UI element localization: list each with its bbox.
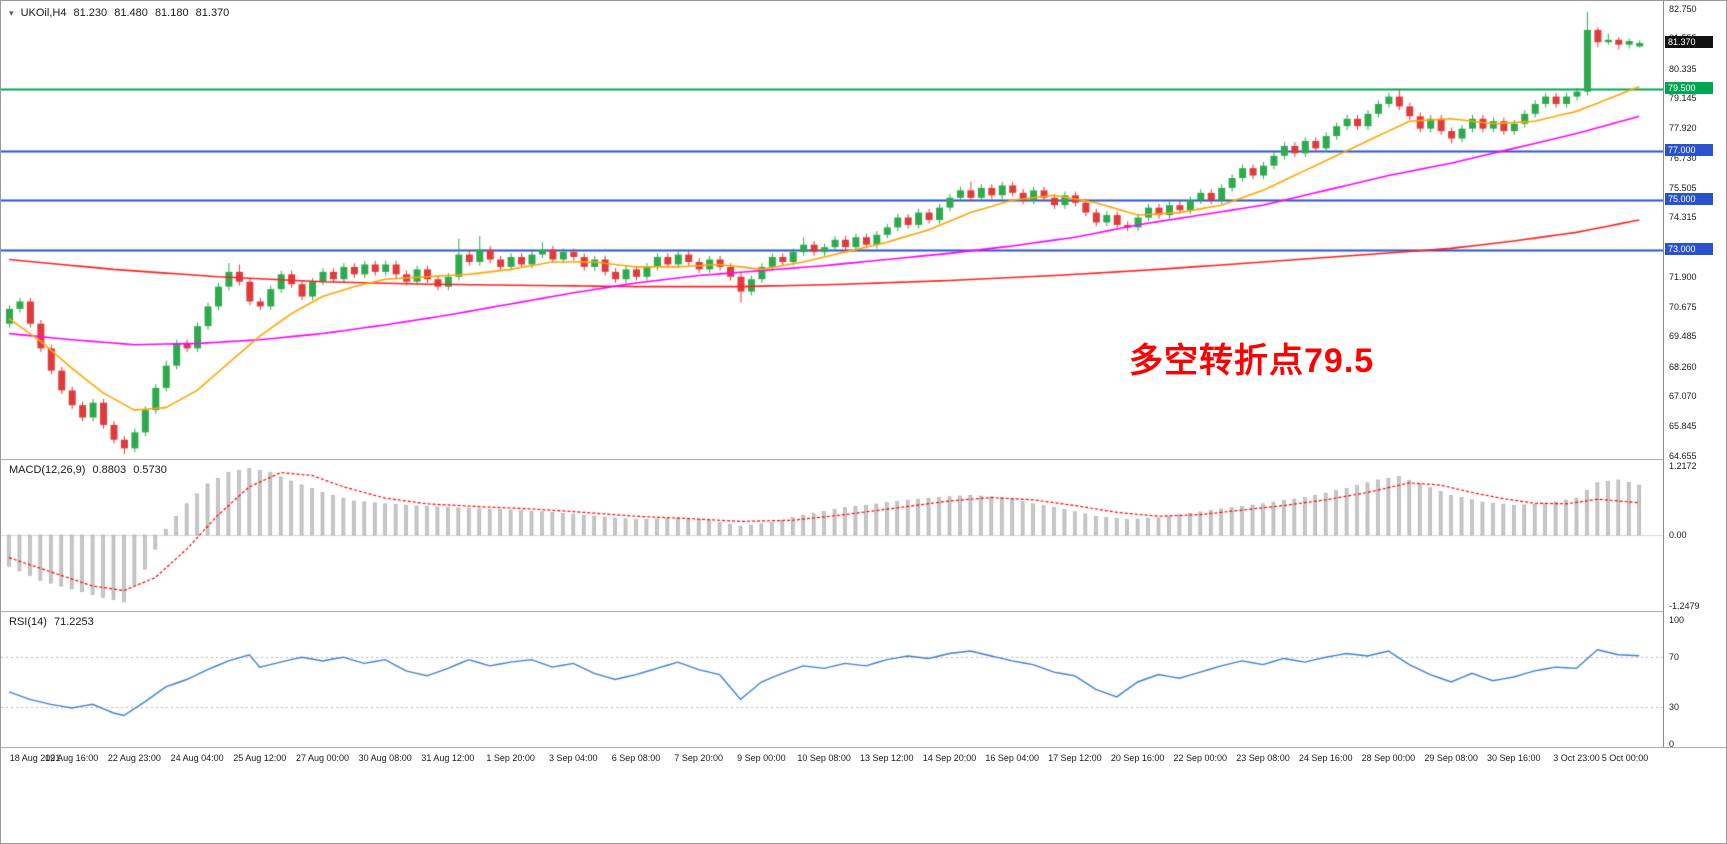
price-level-tag[interactable]: 77.000 bbox=[1665, 143, 1713, 156]
price-axis-label: 76.730 bbox=[1669, 152, 1697, 163]
ohlc-high-value: 81.480 bbox=[114, 7, 148, 19]
price-axis-label: 74.315 bbox=[1669, 212, 1697, 223]
time-axis-label: 18 Aug 2021 bbox=[9, 753, 61, 763]
price-axis-label: 65.845 bbox=[1669, 421, 1697, 432]
time-axis-label: 28 Sep 00:00 bbox=[1361, 753, 1416, 763]
price-axis-scale[interactable]: 82.75081.55580.33579.14577.92076.73075.5… bbox=[1663, 1, 1726, 749]
price-level-tag[interactable]: 79.500 bbox=[1665, 82, 1713, 95]
time-axis-label: 20 Sep 16:00 bbox=[1110, 753, 1165, 763]
symbol-period-label: UKOil,H4 bbox=[20, 7, 67, 19]
macd-rsi-panel-divider[interactable] bbox=[1, 611, 1726, 612]
price-level-tag[interactable]: 73.000 bbox=[1665, 242, 1713, 255]
ohlc-close-value: 81.370 bbox=[195, 7, 230, 19]
rsi-indicator-canvas[interactable] bbox=[1, 612, 1663, 747]
time-axis-label: 29 Sep 08:00 bbox=[1424, 753, 1478, 763]
rsi-axis-label: 0 bbox=[1669, 739, 1675, 749]
chart-annotation-text: 多空转折点79.5 bbox=[1129, 342, 1375, 380]
rsi-axis-label: 100 bbox=[1669, 615, 1685, 625]
time-axis-label: 5 Oct 00:00 bbox=[1601, 753, 1649, 763]
time-axis-label: 6 Sep 08:00 bbox=[611, 753, 661, 763]
macd-axis-label: 0.00 bbox=[1669, 530, 1687, 540]
price-axis-label: 77.920 bbox=[1669, 123, 1697, 134]
ohlc-open-value: 81.230 bbox=[73, 7, 108, 19]
symbol-dropdown-icon[interactable]: ▾ bbox=[9, 8, 14, 18]
price-axis-label: 67.070 bbox=[1669, 391, 1697, 402]
time-axis-label: 3 Sep 04:00 bbox=[549, 753, 598, 763]
time-axis-label: 27 Aug 00:00 bbox=[295, 753, 350, 763]
macd-axis-label: -1.2479 bbox=[1669, 600, 1700, 611]
main-price-chart-canvas[interactable] bbox=[1, 1, 1663, 459]
macd-name-label: MACD(12,26,9) bbox=[9, 464, 86, 476]
time-axis-label: 24 Sep 16:00 bbox=[1298, 753, 1353, 763]
time-axis-label: 25 Aug 12:00 bbox=[233, 753, 287, 763]
rsi-name-label: RSI(14) bbox=[9, 616, 47, 628]
price-axis-label: 80.335 bbox=[1669, 63, 1697, 74]
macd-indicator-canvas[interactable] bbox=[1, 460, 1663, 611]
rsi-current-value: 71.2253 bbox=[53, 616, 94, 628]
ohlc-low-value: 81.180 bbox=[154, 7, 189, 19]
symbol-title: ▾ UKOil,H4 81.230 81.480 81.180 81.370 bbox=[9, 7, 233, 19]
time-axis-label: 10 Sep 08:00 bbox=[797, 753, 851, 763]
macd-signal-value: 0.5730 bbox=[133, 464, 167, 476]
price-axis-label: 69.485 bbox=[1669, 331, 1697, 342]
time-axis-label: 22 Aug 23:00 bbox=[107, 753, 161, 763]
time-axis-label: 30 Aug 08:00 bbox=[358, 753, 412, 763]
rsi-title: RSI(14) 71.2253 bbox=[9, 616, 98, 628]
price-axis-label: 70.675 bbox=[1669, 302, 1697, 313]
price-axis-label: 68.260 bbox=[1669, 361, 1697, 372]
time-axis-label: 31 Aug 12:00 bbox=[421, 753, 475, 763]
macd-title: MACD(12,26,9) 0.8803 0.5730 bbox=[9, 464, 171, 476]
time-axis-label: 22 Sep 00:00 bbox=[1173, 753, 1228, 763]
price-axis-label: 82.750 bbox=[1669, 3, 1697, 14]
time-axis-label: 30 Sep 16:00 bbox=[1487, 753, 1541, 763]
time-axis-label: 17 Sep 12:00 bbox=[1048, 753, 1102, 763]
main-macd-panel-divider[interactable] bbox=[1, 459, 1726, 460]
time-axis-label: 19 Aug 16:00 bbox=[45, 753, 99, 763]
time-axis-label: 14 Sep 20:00 bbox=[922, 753, 977, 763]
time-axis-label: 9 Sep 00:00 bbox=[737, 753, 786, 763]
price-axis-label: 79.145 bbox=[1669, 92, 1697, 103]
time-axis-label: 24 Aug 04:00 bbox=[170, 753, 224, 763]
time-axis-label: 1 Sep 20:00 bbox=[486, 753, 535, 763]
time-axis-label: 7 Sep 20:00 bbox=[674, 753, 723, 763]
time-axis-label: 13 Sep 12:00 bbox=[860, 753, 914, 763]
price-axis-label: 64.655 bbox=[1669, 450, 1697, 461]
time-axis-label: 23 Sep 08:00 bbox=[1236, 753, 1290, 763]
macd-axis-label: 1.2172 bbox=[1669, 460, 1697, 471]
time-axis-scale[interactable]: 18 Aug 2021 19 Aug 16:00 22 Aug 23:00 24 Au… bbox=[1, 748, 1663, 774]
price-level-tag[interactable]: 81.370 bbox=[1665, 35, 1713, 48]
chart-timeaxis-divider bbox=[1, 747, 1726, 748]
time-axis-label: 16 Sep 04:00 bbox=[985, 753, 1039, 763]
time-axis-label: 3 Oct 23:00 bbox=[1553, 753, 1600, 763]
rsi-axis-label: 30 bbox=[1669, 701, 1680, 712]
price-axis-label: 71.900 bbox=[1669, 271, 1697, 282]
rsi-axis-label: 70 bbox=[1669, 652, 1680, 663]
price-axis-label: 75.505 bbox=[1669, 182, 1697, 193]
price-level-tag[interactable]: 75.000 bbox=[1665, 193, 1713, 206]
macd-main-value: 0.8803 bbox=[92, 464, 127, 476]
